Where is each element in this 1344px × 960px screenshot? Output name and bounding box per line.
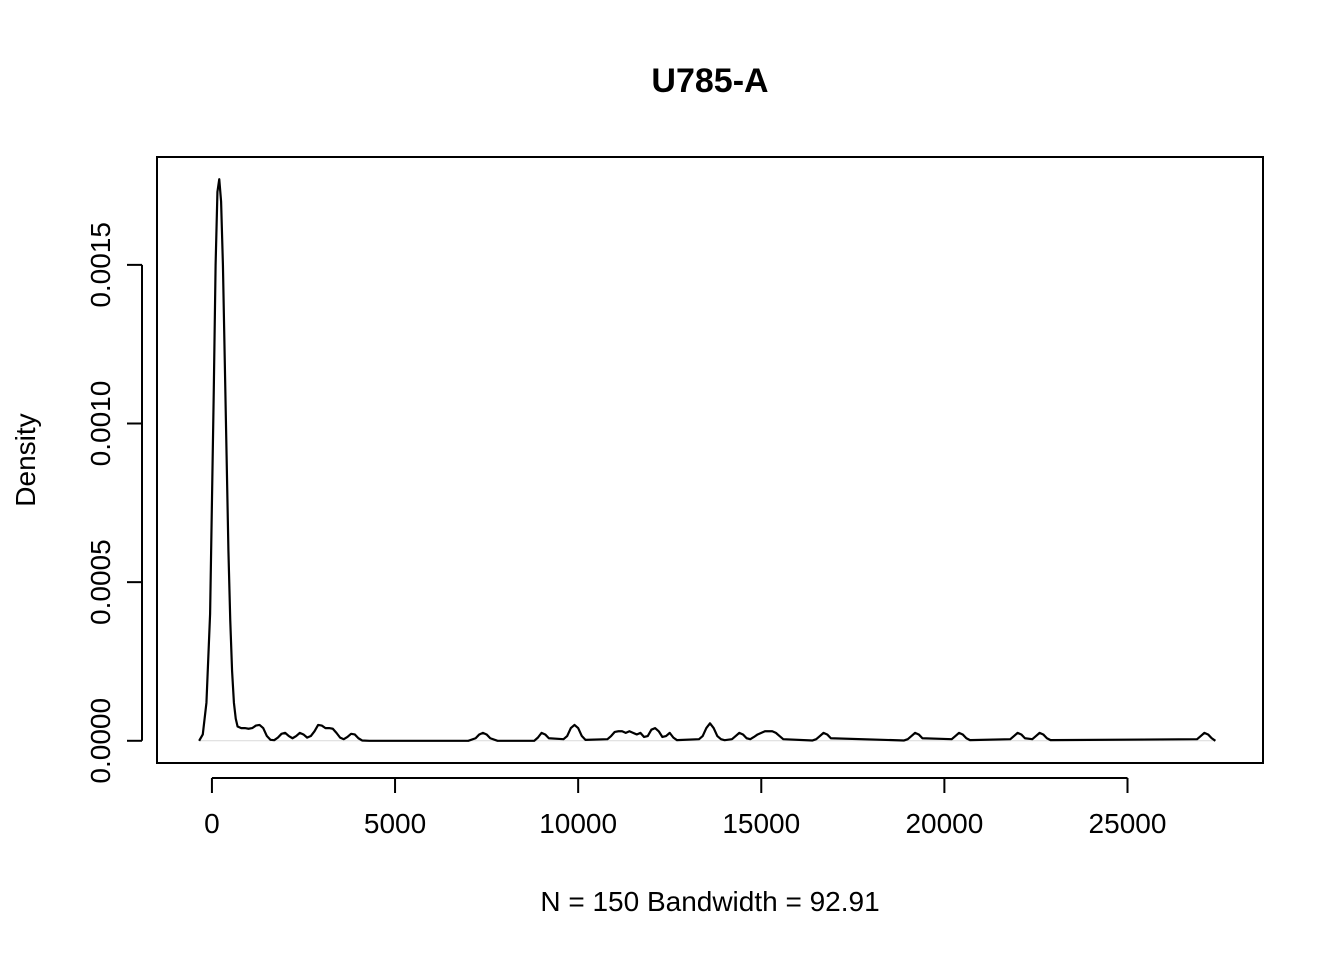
x-tick-label: 25000 — [1089, 808, 1167, 839]
x-tick-label: 5000 — [364, 808, 426, 839]
x-axis-label: N = 150 Bandwidth = 92.91 — [540, 886, 879, 917]
y-axis: 0.0000 0.0005 0.0010 0.0015 — [85, 222, 143, 784]
y-tick-label: 0.0000 — [85, 698, 116, 784]
y-axis-label: Density — [10, 413, 41, 506]
y-tick-label: 0.0010 — [85, 381, 116, 467]
y-tick-label: 0.0005 — [85, 539, 116, 625]
y-tick-label: 0.0015 — [85, 222, 116, 308]
x-tick-label: 0 — [204, 808, 220, 839]
chart-title: U785-A — [651, 62, 768, 100]
x-axis: 0 5000 10000 15000 20000 25000 — [204, 777, 1167, 839]
density-curve — [198, 178, 1217, 742]
plot-frame — [156, 156, 1264, 764]
x-tick-label: 20000 — [905, 808, 983, 839]
x-tick-label: 10000 — [539, 808, 617, 839]
x-tick-label: 15000 — [722, 808, 800, 839]
